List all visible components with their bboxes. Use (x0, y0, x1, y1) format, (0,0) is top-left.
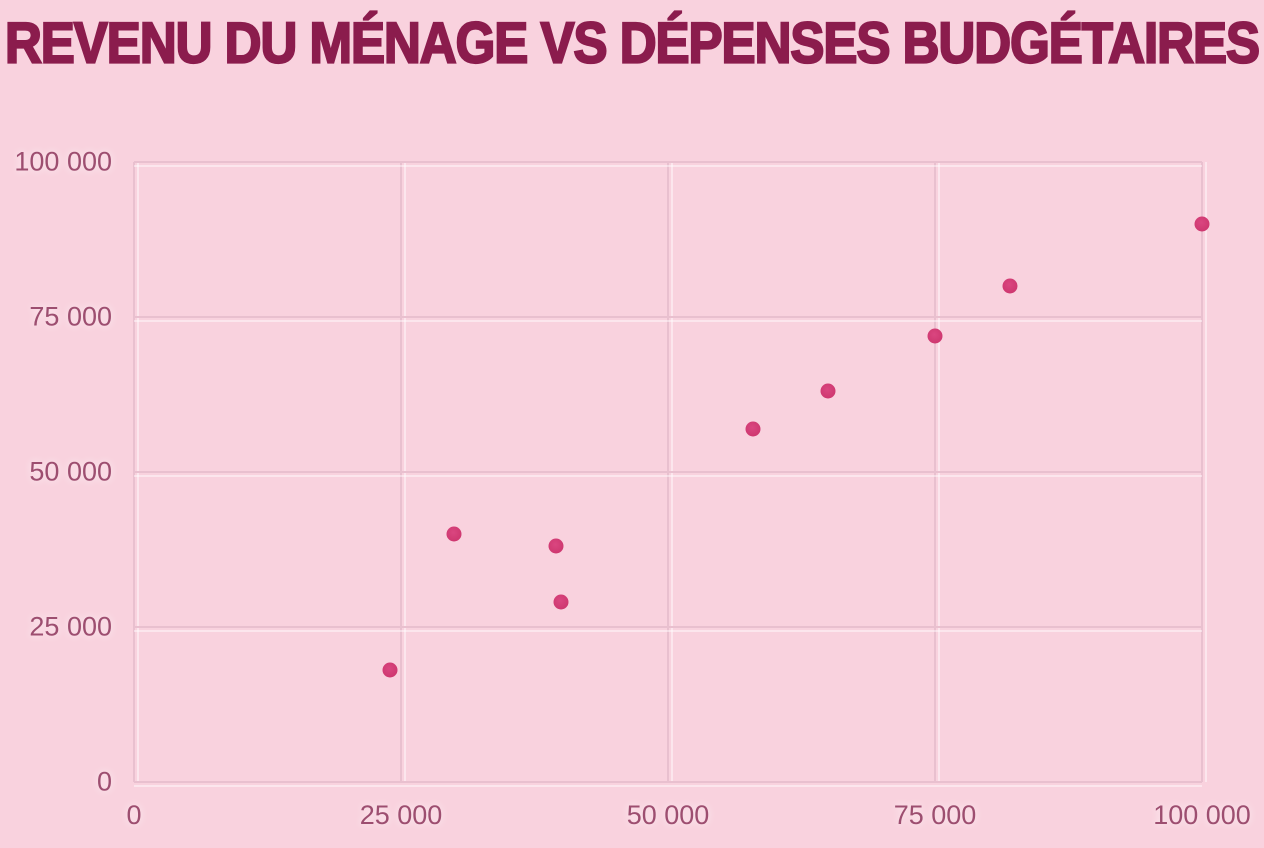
y-tick-label: 50 000 (29, 456, 112, 487)
x-tick-label: 75 000 (893, 800, 977, 830)
y-gridline-50000 (134, 471, 1202, 473)
data-point (553, 594, 569, 610)
y-tick-label: 100 000 (14, 146, 112, 177)
data-point (1002, 278, 1018, 294)
data-point (927, 328, 943, 344)
x-tick-label: 0 (126, 800, 142, 830)
data-point (745, 421, 761, 437)
x-tick-label: 100 000 (1153, 800, 1251, 830)
y-tick-label: 25 000 (29, 611, 112, 642)
y-gridline-100000 (134, 161, 1202, 163)
x-tick-label: 25 000 (359, 800, 443, 830)
y-gridline-75000 (134, 316, 1202, 318)
data-point (548, 538, 564, 554)
y-gridline-25000 (134, 626, 1202, 628)
x-tick-label: 50 000 (626, 800, 710, 830)
chart-title: REVENU DU MÉNAGE VS DÉPENSES BUDGÉTAIRES (4, 10, 1261, 76)
y-axis-tick-labels: 0 25 000 50 000 75 000 100 000 (0, 147, 112, 797)
y-tick-label: 0 (96, 766, 112, 797)
x-axis-tick-labels: 0 25 000 50 000 75 000 100 000 (126, 798, 1250, 838)
y-gridline-0 (134, 781, 1202, 783)
data-point (820, 383, 836, 399)
data-point (1194, 216, 1210, 232)
data-point (446, 526, 462, 542)
plot-area (133, 161, 1210, 783)
x-gridline-100000 (1201, 162, 1203, 782)
y-tick-label: 75 000 (29, 301, 112, 332)
data-point (382, 662, 398, 678)
